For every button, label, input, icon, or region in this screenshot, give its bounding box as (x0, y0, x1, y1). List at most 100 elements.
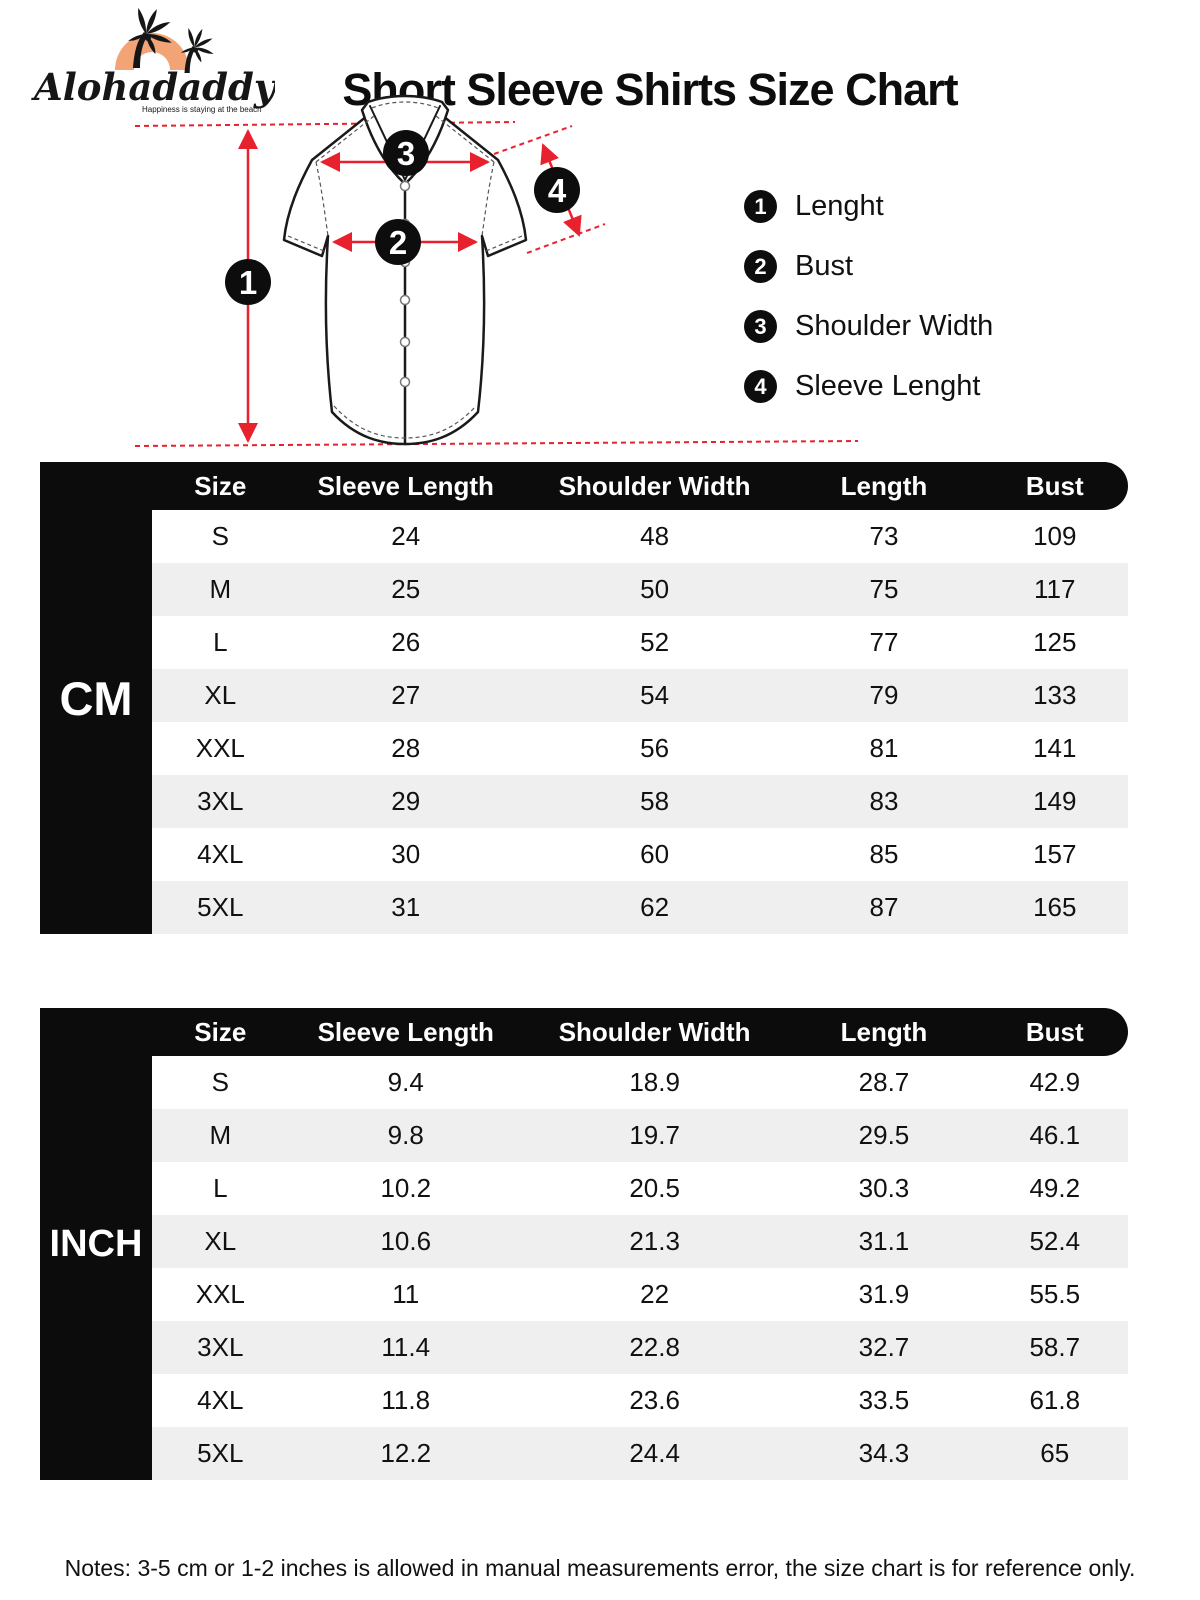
table-cell: XL (204, 680, 237, 710)
legend-item-length: 1 Lenght (744, 190, 993, 223)
table-cell: 48 (640, 521, 670, 551)
brand-tagline: Happiness is staying at the beach (142, 105, 262, 114)
unit-label-cm: CM (40, 462, 152, 934)
table-row: L 26 52 77 125 (152, 616, 1128, 669)
table-cell: 60 (640, 839, 670, 869)
table-row: XXL 28 56 81 141 (152, 722, 1128, 775)
column-header-size: Size (194, 1016, 247, 1047)
table-row: M 25 50 75 117 (152, 563, 1128, 616)
palm-tree-icon (180, 27, 214, 73)
table-cell: 12.2 (380, 1438, 432, 1468)
table-cell: XXL (195, 733, 245, 763)
column-header-bust: Bust (1025, 1016, 1084, 1047)
table-cell: 3XL (197, 786, 244, 816)
column-header-sleeve-length: Sleeve Length (317, 470, 494, 501)
table-cell: 25 (391, 574, 421, 604)
table-cell: 165 (1033, 892, 1077, 922)
table-cell: 31 (391, 892, 421, 922)
table-cell: 65 (1040, 1438, 1070, 1468)
table-cell: 21.3 (629, 1226, 680, 1256)
table-cell: 22.8 (629, 1332, 680, 1362)
size-table-inch: INCH Size Sleeve Length Shoulder Width L… (40, 1008, 1128, 1480)
table-cell: L (213, 1173, 228, 1203)
table-row: S 24 48 73 109 (152, 510, 1128, 563)
measurement-legend: 1 Lenght 2 Bust 3 Shoulder Width 4 Sleev… (744, 190, 993, 403)
table-cell: 85 (869, 839, 899, 869)
table-cell: 34.3 (858, 1438, 910, 1468)
table-cell: M (209, 574, 232, 604)
table-row: S 9.4 18.9 28.7 42.9 (152, 1056, 1128, 1109)
legend-label: Shoulder Width (795, 310, 994, 342)
table-cell: 54 (640, 680, 670, 710)
table-row: 4XL 30 60 85 157 (152, 828, 1128, 881)
table-cell: 29.5 (858, 1120, 910, 1150)
legend-number-badge: 2 (744, 250, 777, 283)
table-cell: 10.2 (380, 1173, 432, 1203)
table-cell: 52 (640, 627, 670, 657)
table-cell: 9.8 (387, 1120, 424, 1150)
table-cell: 31.9 (858, 1279, 910, 1309)
brand-name: Alohadaddy (31, 65, 275, 109)
shirt-stitching (287, 101, 523, 439)
column-header-length: Length (840, 470, 928, 501)
table-cell: 10.6 (380, 1226, 432, 1256)
table-cell: 73 (869, 521, 899, 551)
table-cell: 149 (1033, 786, 1077, 816)
table-cell: 9.4 (387, 1067, 424, 1097)
legend-item-shoulder-width: 3 Shoulder Width (744, 310, 993, 343)
legend-number-badge: 1 (744, 190, 777, 223)
table-cell: 18.9 (629, 1067, 680, 1097)
column-header-bust: Bust (1025, 470, 1084, 501)
table-row: 3XL 29 58 83 149 (152, 775, 1128, 828)
table-row: XL 27 54 79 133 (152, 669, 1128, 722)
legend-number-badge: 3 (744, 310, 777, 343)
table-cell: 11.4 (381, 1332, 431, 1362)
table-cell: 133 (1033, 680, 1077, 710)
table-row: L 10.2 20.5 30.3 49.2 (152, 1162, 1128, 1215)
table-cell: 58.7 (1029, 1332, 1081, 1362)
table-cell: M (209, 1120, 232, 1150)
marker-1: 1 (239, 264, 257, 301)
table-row: XL 10.6 21.3 31.1 52.4 (152, 1215, 1128, 1268)
table-cell: XL (204, 1226, 237, 1256)
table-body: S 24 48 73 109 M 25 50 75 117 L 26 52 77 125 XL 27 54 79 13… (152, 510, 1128, 934)
table-header-row: Size Sleeve Length Shoulder Width Length… (40, 462, 1128, 510)
notes-text: Notes: 3-5 cm or 1-2 inches is allowed i… (64, 1555, 1136, 1581)
table-cell: 61.8 (1029, 1385, 1081, 1415)
header-spacer (40, 1008, 152, 1056)
legend-item-sleeve-length: 4 Sleeve Lenght (744, 370, 993, 403)
shirt-measurement-diagram: 1 2 3 4 (134, 94, 859, 447)
table-cell: 52.4 (1029, 1226, 1081, 1256)
header-spacer (40, 462, 152, 510)
table-cell: 141 (1033, 733, 1077, 763)
table-cell: L (213, 627, 228, 657)
table-cell: XXL (195, 1279, 245, 1309)
table-cell: 11 (392, 1279, 420, 1309)
table-cell: 32.7 (858, 1332, 910, 1362)
table-cell: 79 (869, 680, 899, 710)
table-cell: 109 (1033, 521, 1077, 551)
column-header-shoulder-width: Shoulder Width (558, 470, 751, 501)
table-cell: 5XL (197, 892, 244, 922)
table-body: S 9.4 18.9 28.7 42.9 M 9.8 19.7 29.5 46.1 L 10.2 20.… (152, 1056, 1128, 1480)
table-cell: 11.8 (381, 1385, 431, 1415)
table-cell: 23.6 (629, 1385, 680, 1415)
table-row: M 9.8 19.7 29.5 46.1 (152, 1109, 1128, 1162)
legend-item-bust: 2 Bust (744, 250, 993, 283)
table-cell: 125 (1033, 627, 1077, 657)
table-cell: 30.3 (858, 1173, 910, 1203)
table-cell: 77 (869, 627, 899, 657)
table-row: XXL 11 22 31.9 55.5 (152, 1268, 1128, 1321)
table-row: 3XL 11.4 22.8 32.7 58.7 (152, 1321, 1128, 1374)
table-cell: 30 (391, 839, 421, 869)
brand-logo: Alohadaddy Happiness is staying at the b… (31, 7, 275, 114)
column-header-length: Length (840, 1016, 928, 1047)
table-cell: 28 (391, 733, 421, 763)
table-cell: 56 (640, 733, 670, 763)
table-cell: S (211, 521, 229, 551)
legend-label: Sleeve Lenght (795, 370, 981, 402)
table-cell: 3XL (197, 1332, 244, 1362)
table-cell: 19.7 (629, 1120, 680, 1150)
column-header-sleeve-length: Sleeve Length (317, 1016, 494, 1047)
table-cell: 83 (869, 786, 899, 816)
